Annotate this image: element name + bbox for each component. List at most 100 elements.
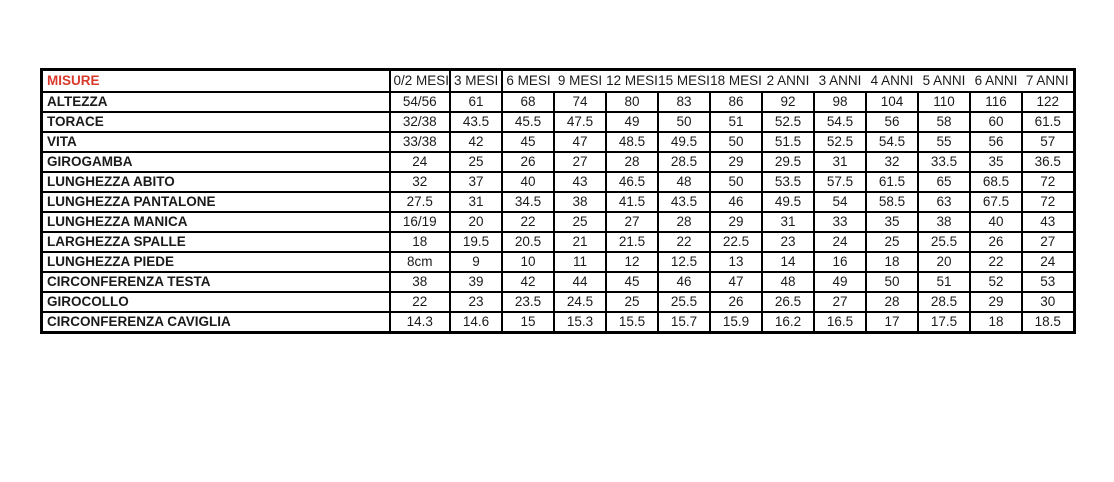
value-cell: 36.5 bbox=[1021, 151, 1076, 173]
value-cell: 24 bbox=[388, 151, 452, 173]
value-cell: 54.5 bbox=[865, 131, 920, 153]
value-cell: 116 bbox=[969, 91, 1024, 113]
value-cell: 47 bbox=[553, 131, 608, 153]
column-header: 6 MESI bbox=[502, 68, 555, 93]
table-row: LUNGHEZZA PANTALONE 27.5 31 34.5 38 41.5 43.5 4… bbox=[40, 191, 1076, 213]
value-cell: 31 bbox=[449, 191, 504, 213]
value-cell: 51 bbox=[917, 271, 972, 293]
value-cell: 67.5 bbox=[969, 191, 1024, 213]
value-cell: 46 bbox=[709, 191, 764, 213]
value-cell: 26 bbox=[501, 151, 556, 173]
value-cell: 48.5 bbox=[605, 131, 660, 153]
value-cell: 18 bbox=[865, 251, 920, 273]
value-cell: 40 bbox=[501, 171, 556, 193]
value-cell: 30 bbox=[1021, 291, 1076, 313]
table-row: VITA 33/38 42 45 47 48.5 49.5 50 51.5 52.5 54.5 55 5… bbox=[40, 131, 1076, 153]
value-cell: 19.5 bbox=[449, 231, 504, 253]
value-cell: 39 bbox=[449, 271, 504, 293]
value-cell: 33/38 bbox=[388, 131, 452, 153]
value-cell: 56 bbox=[969, 131, 1024, 153]
value-cell: 22 bbox=[388, 291, 452, 313]
value-cell: 24 bbox=[1021, 251, 1076, 273]
value-cell: 47.5 bbox=[553, 111, 608, 133]
value-cell: 16.2 bbox=[761, 311, 816, 334]
row-label: LUNGHEZZA PANTALONE bbox=[40, 191, 391, 213]
value-cell: 49 bbox=[605, 111, 660, 133]
value-cell: 14.6 bbox=[449, 311, 504, 334]
value-cell: 38 bbox=[917, 211, 972, 233]
value-cell: 50 bbox=[657, 111, 712, 133]
value-cell: 50 bbox=[709, 171, 764, 193]
value-cell: 17 bbox=[865, 311, 920, 334]
value-cell: 32 bbox=[865, 151, 920, 173]
value-cell: 24.5 bbox=[553, 291, 608, 313]
row-label: LUNGHEZZA MANICA bbox=[40, 211, 391, 233]
value-cell: 68.5 bbox=[969, 171, 1024, 193]
value-cell: 35 bbox=[865, 211, 920, 233]
value-cell: 44 bbox=[553, 271, 608, 293]
value-cell: 17.5 bbox=[917, 311, 972, 334]
value-cell: 49.5 bbox=[761, 191, 816, 213]
value-cell: 54/56 bbox=[388, 91, 452, 113]
value-cell: 18 bbox=[969, 311, 1024, 334]
value-cell: 72 bbox=[1021, 171, 1076, 193]
value-cell: 45 bbox=[501, 131, 556, 153]
value-cell: 27.5 bbox=[388, 191, 452, 213]
row-label: LARGHEZZA SPALLE bbox=[40, 231, 391, 253]
value-cell: 61 bbox=[449, 91, 504, 113]
value-cell: 32/38 bbox=[388, 111, 452, 133]
value-cell: 28 bbox=[657, 211, 712, 233]
value-cell: 46.5 bbox=[605, 171, 660, 193]
value-cell: 25 bbox=[865, 231, 920, 253]
table-row: CIRCONFERENZA TESTA 38 39 42 44 45 46 47 48 49 50 5… bbox=[40, 271, 1076, 293]
column-header: 3 ANNI bbox=[814, 68, 867, 93]
value-cell: 57 bbox=[1021, 131, 1076, 153]
value-cell: 86 bbox=[709, 91, 764, 113]
value-cell: 98 bbox=[813, 91, 868, 113]
size-chart-container: MISURE 0/2 MESI 3 MESI 6 MESI 9 MESI 12 MESI 1… bbox=[40, 68, 1076, 334]
value-cell: 25 bbox=[553, 211, 608, 233]
value-cell: 25 bbox=[449, 151, 504, 173]
value-cell: 45 bbox=[605, 271, 660, 293]
value-cell: 20.5 bbox=[501, 231, 556, 253]
value-cell: 37 bbox=[449, 171, 504, 193]
value-cell: 54 bbox=[813, 191, 868, 213]
value-cell: 25.5 bbox=[657, 291, 712, 313]
value-cell: 12 bbox=[605, 251, 660, 273]
value-cell: 41.5 bbox=[605, 191, 660, 213]
value-cell: 28 bbox=[865, 291, 920, 313]
value-cell: 21 bbox=[553, 231, 608, 253]
value-cell: 22 bbox=[657, 231, 712, 253]
value-cell: 48 bbox=[761, 271, 816, 293]
value-cell: 9 bbox=[449, 251, 504, 273]
value-cell: 34.5 bbox=[501, 191, 556, 213]
value-cell: 74 bbox=[553, 91, 608, 113]
table-row: GIROCOLLO 22 23 23.5 24.5 25 25.5 26 26.5 27 28 28.… bbox=[40, 291, 1076, 313]
column-header: 18 MESI bbox=[710, 68, 763, 93]
value-cell: 29 bbox=[709, 211, 764, 233]
row-label: CIRCONFERENZA CAVIGLIA bbox=[40, 311, 391, 334]
value-cell: 14.3 bbox=[388, 311, 452, 334]
row-label: LUNGHEZZA PIEDE bbox=[40, 251, 391, 273]
value-cell: 43.5 bbox=[657, 191, 712, 213]
value-cell: 31 bbox=[761, 211, 816, 233]
table-row: ALTEZZA 54/56 61 68 74 80 83 86 92 98 104 110 116 122 bbox=[40, 91, 1076, 113]
value-cell: 45.5 bbox=[501, 111, 556, 133]
value-cell: 22 bbox=[969, 251, 1024, 273]
size-table: MISURE 0/2 MESI 3 MESI 6 MESI 9 MESI 12 MESI 1… bbox=[40, 68, 1076, 334]
value-cell: 29 bbox=[969, 291, 1024, 313]
row-label: GIROCOLLO bbox=[40, 291, 391, 313]
value-cell: 27 bbox=[605, 211, 660, 233]
value-cell: 61.5 bbox=[1021, 111, 1076, 133]
value-cell: 26 bbox=[969, 231, 1024, 253]
value-cell: 52.5 bbox=[761, 111, 816, 133]
value-cell: 38 bbox=[553, 191, 608, 213]
value-cell: 25.5 bbox=[917, 231, 972, 253]
table-row: CIRCONFERENZA CAVIGLIA 14.3 14.6 15 15.3 15.5… bbox=[40, 311, 1076, 334]
value-cell: 23 bbox=[449, 291, 504, 313]
value-cell: 104 bbox=[865, 91, 920, 113]
value-cell: 54.5 bbox=[813, 111, 868, 133]
value-cell: 46 bbox=[657, 271, 712, 293]
value-cell: 23.5 bbox=[501, 291, 556, 313]
value-cell: 27 bbox=[1021, 231, 1076, 253]
